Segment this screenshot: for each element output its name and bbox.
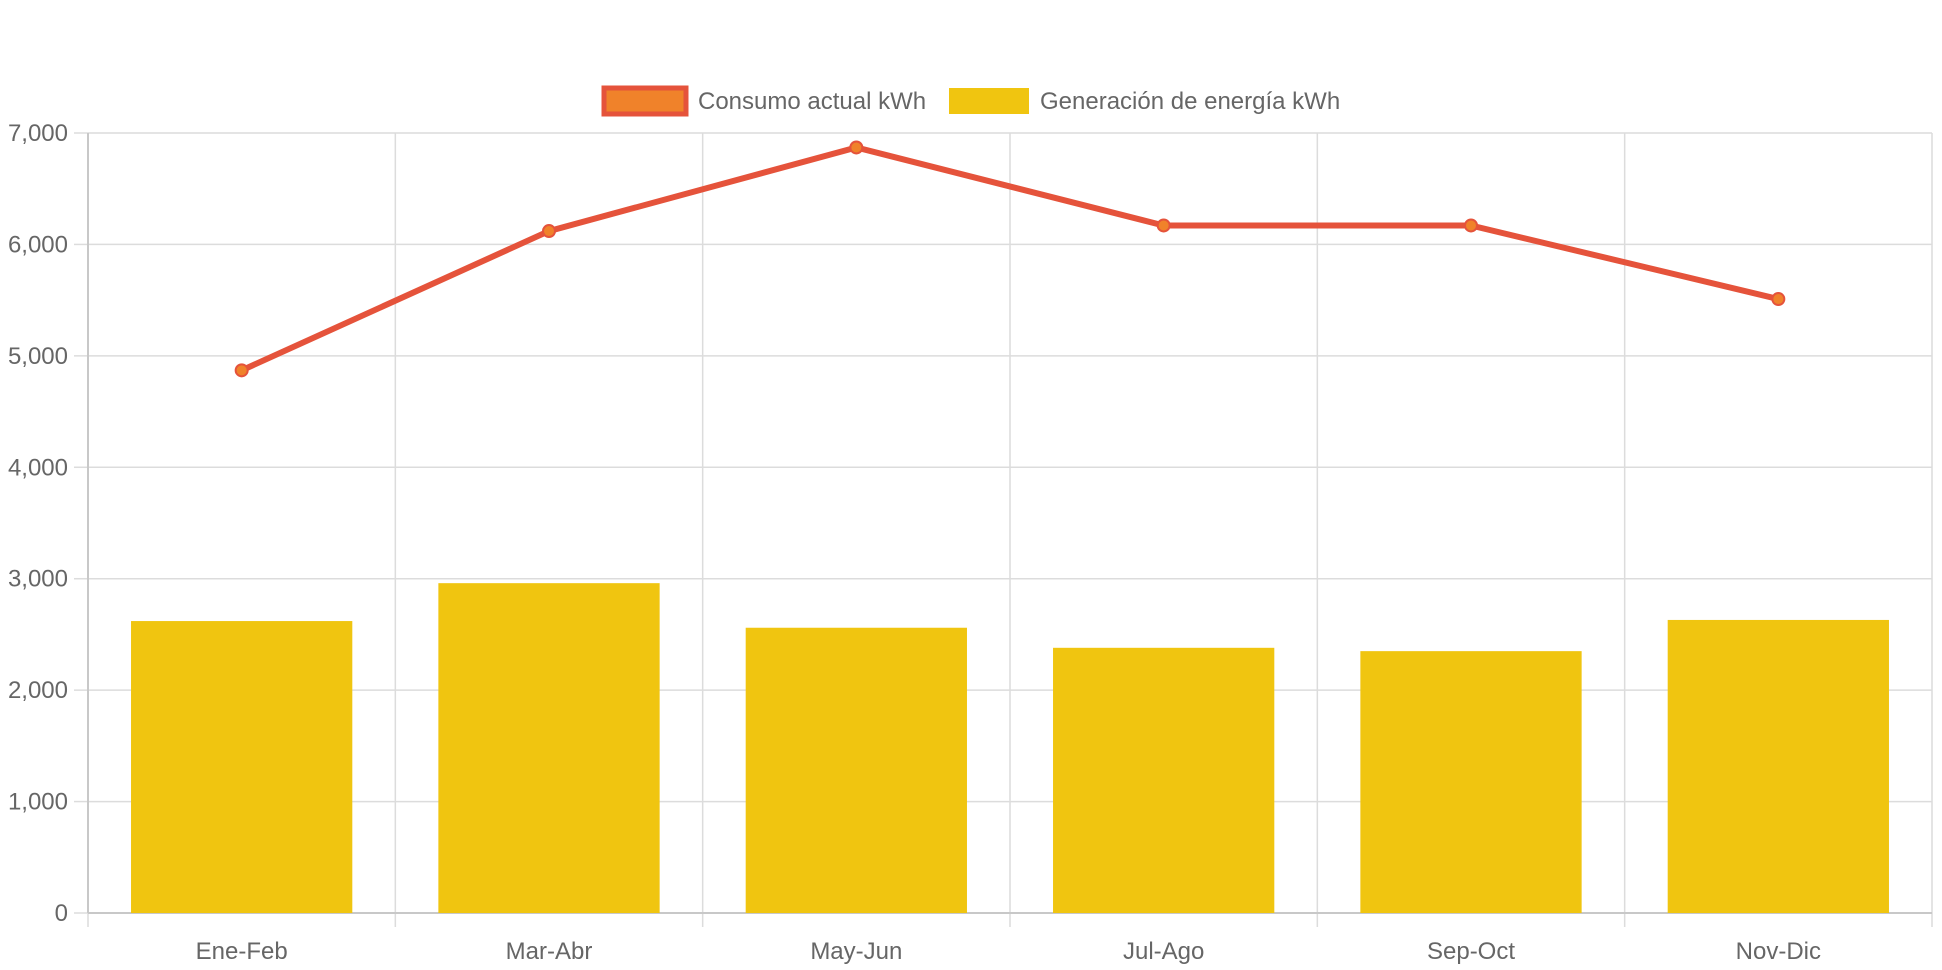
- line-point-consumo: [542, 224, 556, 239]
- bar-generacion: [1360, 651, 1582, 913]
- y-tick-label: 2,000: [8, 677, 68, 704]
- legend-label-consumo: Consumo actual kWh: [698, 88, 926, 115]
- bar-series: [131, 583, 1889, 913]
- legend-swatch-consumo: [601, 85, 689, 117]
- x-tick-label: Jul-Ago: [1123, 938, 1204, 965]
- bar-generacion: [438, 583, 660, 913]
- x-tick-label: Nov-Dic: [1736, 938, 1821, 965]
- x-tick-label: Ene-Feb: [196, 938, 288, 965]
- y-tick-label: 4,000: [8, 454, 68, 481]
- y-tick-label: 5,000: [8, 343, 68, 370]
- y-tick-label: 3,000: [8, 566, 68, 593]
- legend: Consumo actual kWh Generación de energía …: [601, 85, 1340, 117]
- y-tick-label: 7,000: [8, 120, 68, 147]
- line-consumo: [240, 144, 1780, 374]
- line-series: [234, 140, 1786, 378]
- y-tick-label: 0: [55, 900, 68, 927]
- y-tick-label: 1,000: [8, 789, 68, 816]
- grid: [87, 132, 1933, 927]
- line-point-consumo: [849, 140, 864, 155]
- x-tick-label: Mar-Abr: [506, 938, 593, 965]
- line-point-consumo: [1156, 218, 1171, 233]
- x-tick-label: Sep-Oct: [1427, 938, 1515, 965]
- bar-generacion: [745, 627, 967, 913]
- legend-label-generacion: Generación de energía kWh: [1040, 88, 1340, 115]
- line-point-consumo: [1464, 218, 1478, 233]
- line-point-consumo: [234, 363, 249, 378]
- line-point-consumo: [1771, 292, 1786, 307]
- bar-generacion: [131, 621, 353, 913]
- axes: 0 1,000 2,000 3,000 4,000 5,000 6,000 7,000 Ene-…: [8, 120, 1932, 965]
- x-tick-label: May-Jun: [810, 938, 902, 965]
- bar-generacion: [1667, 619, 1889, 913]
- bar-generacion: [1053, 647, 1275, 913]
- legend-swatch-generacion: [949, 88, 1029, 114]
- y-tick-label: 6,000: [8, 231, 68, 258]
